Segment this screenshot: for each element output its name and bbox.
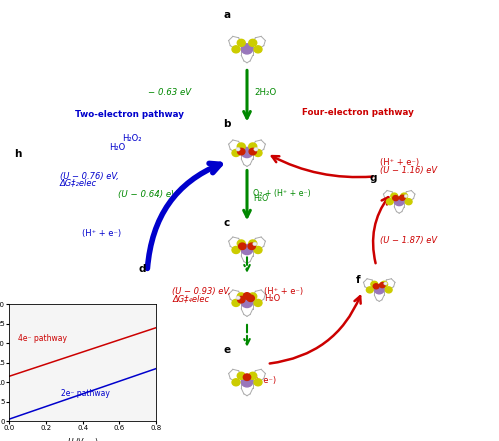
Circle shape: [249, 39, 257, 46]
Circle shape: [371, 281, 378, 288]
Circle shape: [249, 372, 257, 379]
Text: c: c: [224, 218, 230, 228]
Circle shape: [380, 283, 385, 288]
Circle shape: [374, 285, 384, 294]
Circle shape: [241, 377, 253, 387]
Text: (H⁺ + e⁻): (H⁺ + e⁻): [264, 288, 303, 296]
Circle shape: [254, 46, 262, 53]
Circle shape: [237, 39, 245, 46]
Circle shape: [391, 193, 398, 199]
Circle shape: [247, 295, 254, 302]
Text: a: a: [224, 11, 231, 20]
Circle shape: [254, 379, 262, 386]
Circle shape: [405, 198, 412, 205]
Circle shape: [232, 149, 240, 157]
Circle shape: [404, 194, 408, 198]
Circle shape: [254, 147, 258, 151]
Text: Four-electron pathway: Four-electron pathway: [302, 108, 414, 117]
Circle shape: [254, 247, 262, 254]
Text: ΔG‡₄elec: ΔG‡₄elec: [172, 295, 209, 303]
Text: 2H₂O: 2H₂O: [254, 88, 277, 97]
Circle shape: [238, 296, 245, 303]
Text: H₂O: H₂O: [264, 295, 281, 303]
Circle shape: [373, 284, 379, 289]
Text: (H⁺ + e⁻): (H⁺ + e⁻): [82, 229, 121, 238]
Circle shape: [241, 297, 253, 307]
Text: b: b: [223, 120, 231, 129]
Text: Two-electron pathway: Two-electron pathway: [75, 110, 184, 119]
Circle shape: [237, 372, 245, 379]
Circle shape: [237, 240, 245, 247]
Text: 4e⁻ pathway: 4e⁻ pathway: [18, 334, 67, 343]
Circle shape: [254, 299, 262, 306]
Circle shape: [400, 195, 405, 200]
Circle shape: [239, 243, 246, 250]
Circle shape: [249, 148, 256, 155]
Circle shape: [248, 243, 255, 250]
Circle shape: [249, 240, 257, 247]
Text: O₂ + (H⁺ + e⁻): O₂ + (H⁺ + e⁻): [253, 189, 311, 198]
Circle shape: [232, 299, 240, 306]
Circle shape: [241, 147, 253, 157]
Circle shape: [384, 282, 387, 285]
Text: (U − 1.16) eV: (U − 1.16) eV: [380, 166, 437, 175]
Circle shape: [244, 374, 250, 381]
Text: (U − 0.64) eV: (U − 0.64) eV: [118, 191, 177, 199]
Circle shape: [236, 147, 240, 151]
Text: f: f: [356, 275, 361, 284]
Text: h: h: [14, 149, 21, 159]
Text: e: e: [224, 345, 231, 355]
Circle shape: [232, 247, 240, 254]
Circle shape: [232, 379, 240, 386]
Circle shape: [385, 287, 392, 293]
Text: g: g: [369, 173, 377, 183]
Text: H₂O: H₂O: [109, 143, 125, 152]
Circle shape: [236, 296, 240, 300]
Circle shape: [237, 293, 245, 300]
Circle shape: [241, 44, 253, 54]
Circle shape: [253, 242, 257, 246]
Text: (U − 1.87) eV: (U − 1.87) eV: [380, 236, 437, 245]
Circle shape: [393, 195, 399, 201]
Text: (U − 0.93) eV,: (U − 0.93) eV,: [172, 288, 231, 296]
Circle shape: [244, 293, 250, 299]
Circle shape: [394, 197, 404, 206]
Circle shape: [237, 143, 245, 150]
Circle shape: [366, 287, 373, 293]
Circle shape: [238, 148, 245, 155]
Text: 2e⁻ pathway: 2e⁻ pathway: [60, 389, 109, 398]
Circle shape: [249, 293, 257, 300]
Circle shape: [232, 46, 240, 53]
Circle shape: [254, 149, 262, 157]
Text: d: d: [138, 264, 146, 274]
Circle shape: [241, 244, 253, 254]
X-axis label: $U$ ($V_{\rm RHE}$): $U$ ($V_{\rm RHE}$): [67, 437, 98, 441]
Circle shape: [401, 193, 408, 199]
Text: (U − 0.76) eV,: (U − 0.76) eV,: [60, 172, 119, 181]
Circle shape: [249, 143, 257, 150]
Circle shape: [381, 281, 388, 288]
Text: H₂O: H₂O: [253, 194, 269, 203]
Text: (H⁺ + e⁻): (H⁺ + e⁻): [380, 158, 419, 167]
Text: ΔG‡₂elec: ΔG‡₂elec: [60, 179, 97, 187]
Circle shape: [386, 198, 393, 205]
Text: − 0.63 eV: − 0.63 eV: [148, 88, 191, 97]
Text: H₂O₂: H₂O₂: [122, 135, 142, 143]
Text: (H⁺ + e⁻): (H⁺ + e⁻): [237, 376, 276, 385]
